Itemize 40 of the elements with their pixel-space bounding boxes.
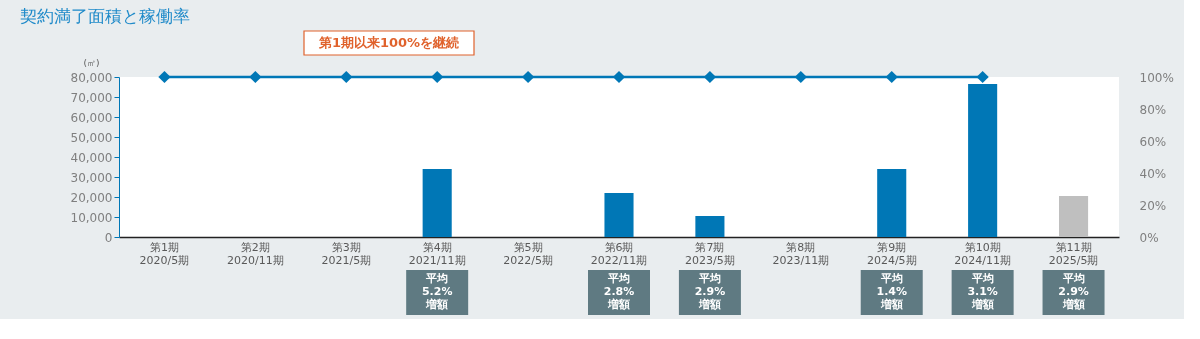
y-tick-label: 50,000 bbox=[70, 130, 113, 145]
x-tick-label: 第5期 2022/5期 bbox=[503, 240, 553, 267]
y-axis-title: (㎡) bbox=[83, 57, 100, 68]
y-tick-label: 10,000 bbox=[70, 210, 113, 225]
x-tick-label: 第2期 2020/11期 bbox=[227, 240, 284, 267]
x-tick-label: 第7期 2023/5期 bbox=[685, 240, 735, 267]
y-tick-label: 60,000 bbox=[70, 110, 113, 125]
y2-tick-label: 20% bbox=[1139, 198, 1167, 213]
x-tick-label: 第9期 2024/5期 bbox=[866, 240, 917, 267]
bar bbox=[422, 169, 452, 237]
text: 平均 3.1% 増額 bbox=[967, 272, 998, 311]
bar bbox=[695, 216, 725, 237]
text: 平均 5.2% 増額 bbox=[421, 272, 453, 311]
x-tick-label: 第3期 2021/5期 bbox=[321, 240, 372, 267]
x-tick-label: 第10期 2024/11期 bbox=[954, 240, 1011, 267]
y2-tick-label: 0% bbox=[1139, 230, 1159, 245]
y2-tick-label: 40% bbox=[1139, 166, 1167, 181]
bar bbox=[604, 193, 634, 237]
bar bbox=[1059, 196, 1089, 237]
x-tick-label: 第1期 2020/5期 bbox=[139, 240, 190, 267]
y-tick-label: 0 bbox=[104, 230, 113, 245]
y-tick-label: 80,000 bbox=[70, 70, 113, 85]
y2-tick-label: 60% bbox=[1139, 134, 1167, 149]
y2-tick-label: 100% bbox=[1139, 70, 1174, 85]
x-tick-label: 第8期 2023/11期 bbox=[772, 240, 830, 267]
y-tick-label: 30,000 bbox=[70, 170, 113, 185]
text: 平均 2.8% 増額 bbox=[603, 272, 635, 311]
y-tick-label: 70,000 bbox=[70, 90, 113, 105]
y-tick-label: 40,000 bbox=[70, 150, 113, 165]
y-tick-label: 20,000 bbox=[70, 190, 113, 205]
text: 平均 2.9% 増額 bbox=[1058, 272, 1089, 311]
bar bbox=[877, 169, 907, 237]
x-tick-label: 第4期 2021/11期 bbox=[408, 240, 466, 267]
text: 平均 2.9% 増額 bbox=[694, 272, 726, 311]
x-tick-label: 第6期 2022/11期 bbox=[590, 240, 648, 267]
text: 平均 1.4% 増額 bbox=[876, 272, 907, 311]
text: 第1期以来100%を継続 bbox=[317, 35, 460, 50]
x-tick-label: 第11期 2025/5期 bbox=[1048, 240, 1099, 267]
y2-tick-label: 80% bbox=[1139, 102, 1167, 117]
chart-title: 契約満了面積と稼働率 bbox=[20, 6, 191, 27]
